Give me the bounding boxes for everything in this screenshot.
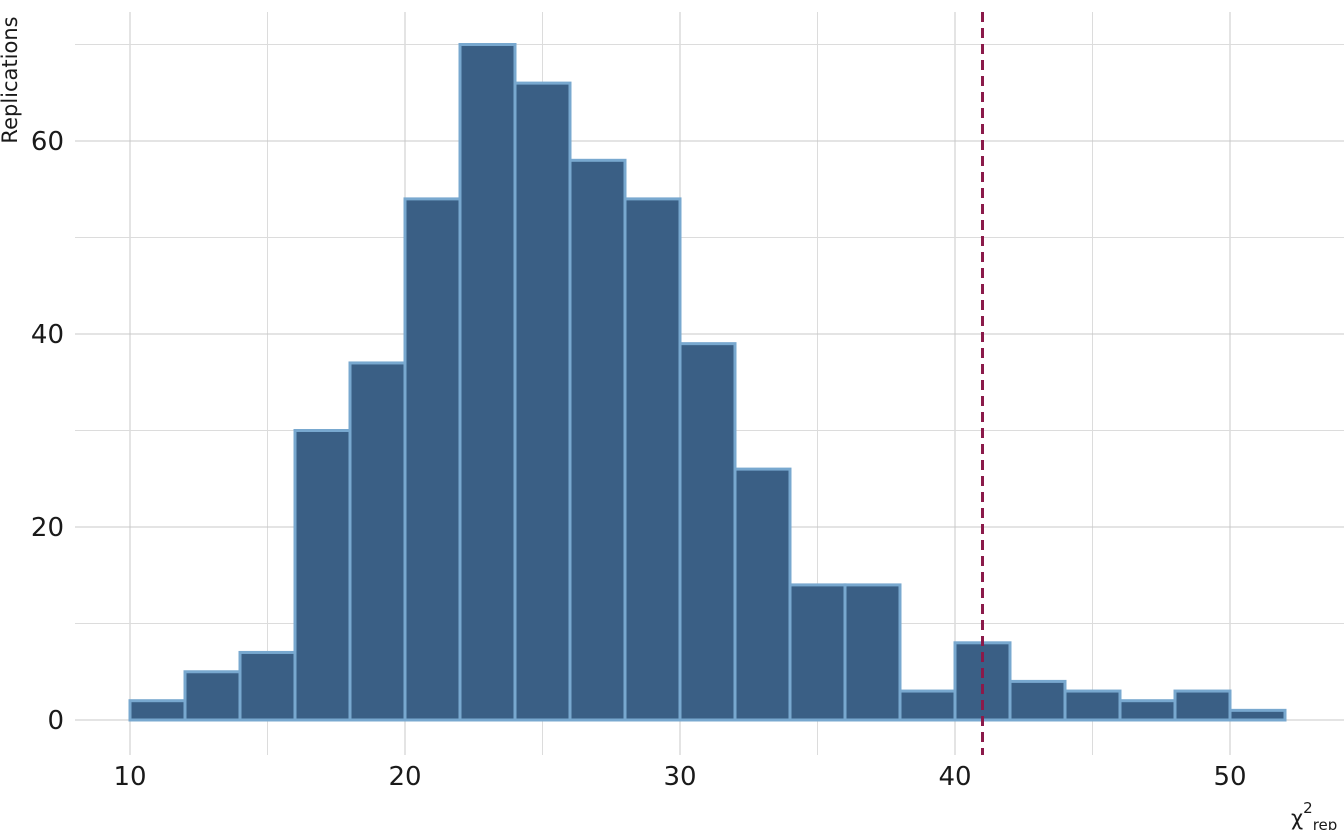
histogram-bar xyxy=(623,197,682,722)
histogram-bar xyxy=(293,429,352,722)
histogram-bar xyxy=(128,699,187,722)
histogram-bar xyxy=(183,670,242,722)
y-tick-label: 0 xyxy=(47,706,64,736)
y-tick-label: 20 xyxy=(31,513,64,543)
histogram-bar xyxy=(403,197,462,722)
histogram-bar xyxy=(1173,689,1232,722)
x-tick-label: 10 xyxy=(113,762,146,792)
x-axis-label: χ2rep xyxy=(1291,799,1337,830)
y-tick-label: 40 xyxy=(31,320,64,350)
histogram-bar xyxy=(568,158,627,722)
x-tick-label: 30 xyxy=(663,762,696,792)
histogram-bar xyxy=(1228,708,1287,722)
x-tick-label: 40 xyxy=(938,762,971,792)
histogram-bar xyxy=(843,583,902,722)
bars xyxy=(128,43,1287,722)
histogram-bar xyxy=(458,43,517,722)
x-tick-labels: 10 20 30 40 50 xyxy=(113,762,1246,792)
histogram-bar xyxy=(788,583,847,722)
histogram-bar xyxy=(678,342,737,722)
histogram-bar xyxy=(513,81,572,722)
y-tick-label: 60 xyxy=(31,127,64,157)
x-axis-label-sub: rep xyxy=(1313,816,1338,830)
histogram-bar xyxy=(1118,699,1177,722)
x-axis-label-sup: 2 xyxy=(1303,799,1313,817)
histogram-bar xyxy=(733,467,792,722)
y-axis-label: Replications xyxy=(0,16,22,143)
x-axis-label-base: χ xyxy=(1291,806,1303,830)
x-tick-label: 20 xyxy=(388,762,421,792)
histogram-bar xyxy=(898,689,957,722)
histogram-bar xyxy=(1063,689,1122,722)
y-tick-labels: 0 20 40 60 xyxy=(31,127,64,736)
histogram-bar xyxy=(238,650,297,722)
x-tick-label: 50 xyxy=(1213,762,1246,792)
histogram-bar xyxy=(1008,679,1067,722)
histogram-bar xyxy=(348,361,407,722)
